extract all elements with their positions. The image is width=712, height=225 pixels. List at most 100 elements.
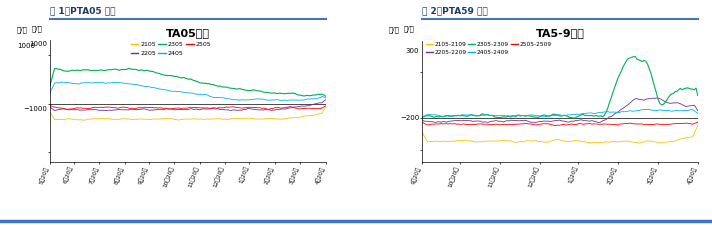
2305 xyxy=(90,69,98,72)
2505 xyxy=(63,108,71,111)
Title: TA5-9价差: TA5-9价差 xyxy=(535,28,585,38)
2505 xyxy=(66,108,74,110)
2505 xyxy=(90,106,99,109)
2505-2509 xyxy=(693,121,702,124)
2405-2409 xyxy=(418,115,426,118)
2505-2509 xyxy=(418,121,426,124)
2405-2409 xyxy=(693,112,702,115)
2405-2409 xyxy=(498,114,506,117)
Line: 2505-2509: 2505-2509 xyxy=(422,122,698,126)
Text: 元/吨: 元/吨 xyxy=(17,26,28,33)
2405-2409 xyxy=(446,115,454,118)
Text: −200: −200 xyxy=(400,115,419,121)
2405 xyxy=(278,99,286,102)
Text: 图 2：PTA59 价基: 图 2：PTA59 价基 xyxy=(422,7,488,16)
2205 xyxy=(46,106,54,108)
2305-2309 xyxy=(646,72,655,75)
2105-2109 xyxy=(645,140,654,142)
2405 xyxy=(57,81,66,83)
2405 xyxy=(140,85,149,88)
2505-2509 xyxy=(496,124,504,126)
2505 xyxy=(46,104,54,107)
2405-2409 xyxy=(598,111,607,114)
2505-2509 xyxy=(645,123,654,126)
2305 xyxy=(124,67,132,70)
2305 xyxy=(303,94,311,97)
2505 xyxy=(321,105,330,107)
2405 xyxy=(58,81,67,84)
2505 xyxy=(303,107,311,110)
2305-2309 xyxy=(683,86,691,89)
2205-2209 xyxy=(654,97,662,99)
Line: 2505: 2505 xyxy=(50,105,325,109)
2305-2309 xyxy=(418,116,426,119)
Legend: 2105-2109, 2205-2209, 2305-2309, 2405-2409, 2505-2509: 2105-2109, 2205-2209, 2305-2309, 2405-24… xyxy=(425,41,553,55)
2305-2309 xyxy=(570,117,579,119)
2205 xyxy=(229,109,238,111)
2305-2309 xyxy=(631,55,639,58)
2305 xyxy=(140,69,149,72)
2505-2509 xyxy=(473,123,482,125)
Text: 图 1：PTA05 基差: 图 1：PTA05 基差 xyxy=(50,7,115,16)
2105 xyxy=(79,119,88,122)
2305 xyxy=(229,87,238,90)
2305 xyxy=(64,70,73,73)
2305 xyxy=(321,95,330,98)
2205-2209 xyxy=(496,120,504,123)
2505 xyxy=(229,106,238,108)
2505-2509 xyxy=(551,124,560,127)
2205-2209 xyxy=(572,119,581,122)
2205-2209 xyxy=(683,105,691,108)
2505 xyxy=(57,107,66,110)
2305 xyxy=(46,85,54,87)
2205-2209 xyxy=(527,121,535,124)
2305-2309 xyxy=(473,115,482,117)
Text: 300: 300 xyxy=(406,48,419,54)
2105-2109 xyxy=(681,136,690,139)
2405 xyxy=(66,81,74,84)
Line: 2405-2409: 2405-2409 xyxy=(422,109,698,117)
Legend: 2105, 2205, 2305, 2405, 2505: 2105, 2205, 2305, 2405, 2505 xyxy=(130,41,211,56)
2205 xyxy=(140,108,149,110)
Text: 1000: 1000 xyxy=(29,40,47,47)
Text: 元/吨: 元/吨 xyxy=(32,25,43,32)
2105 xyxy=(303,115,311,117)
2405-2409 xyxy=(572,113,581,116)
2205-2209 xyxy=(598,119,607,122)
2105 xyxy=(46,110,54,113)
2205 xyxy=(321,99,330,101)
2405-2409 xyxy=(646,108,655,111)
2505-2509 xyxy=(572,123,581,126)
2205 xyxy=(58,108,67,110)
2205 xyxy=(90,108,99,111)
2405-2409 xyxy=(643,108,651,111)
2105-2109 xyxy=(597,141,605,144)
2105 xyxy=(321,106,330,108)
2105-2109 xyxy=(496,140,504,142)
2405 xyxy=(90,81,99,84)
Line: 2305: 2305 xyxy=(50,69,325,96)
2205 xyxy=(303,105,311,107)
Line: 2105: 2105 xyxy=(50,107,325,120)
2205 xyxy=(66,108,74,111)
2105-2109 xyxy=(634,142,643,144)
2105 xyxy=(229,117,238,120)
Line: 2105-2109: 2105-2109 xyxy=(422,126,698,143)
2505-2509 xyxy=(681,122,690,124)
2305-2309 xyxy=(496,116,504,119)
2305-2309 xyxy=(693,94,702,97)
Text: 1000: 1000 xyxy=(17,43,35,49)
Title: TA05基差: TA05基差 xyxy=(166,28,210,38)
2105 xyxy=(64,117,73,120)
2305-2309 xyxy=(598,115,607,118)
Line: 2205-2209: 2205-2209 xyxy=(422,98,698,122)
2305 xyxy=(57,68,66,71)
2405 xyxy=(46,92,54,94)
2405 xyxy=(304,97,313,100)
2405-2409 xyxy=(683,109,691,112)
2405 xyxy=(321,96,330,99)
2505-2509 xyxy=(598,123,607,126)
2105-2109 xyxy=(473,141,482,143)
2105-2109 xyxy=(418,130,426,133)
2205-2209 xyxy=(473,120,482,122)
